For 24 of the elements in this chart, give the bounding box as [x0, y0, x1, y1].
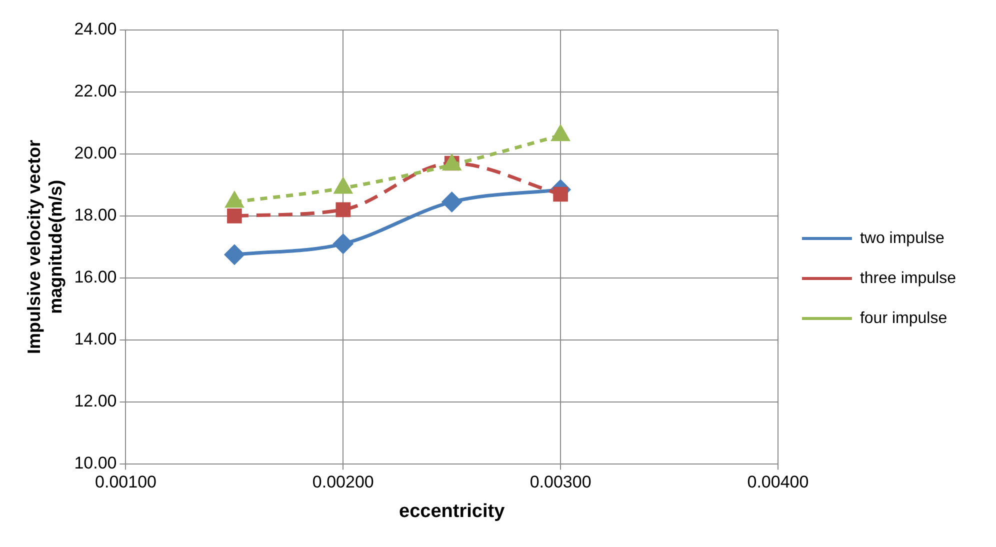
x-axis-title: eccentricity [399, 500, 506, 522]
y-tick-label: 18.00 [74, 206, 117, 225]
y-tick-label: 22.00 [74, 82, 117, 101]
y-tick-label: 12.00 [74, 392, 117, 411]
x-tick-label: 0.00100 [95, 472, 156, 492]
x-tick-label: 0.00400 [747, 472, 809, 492]
legend-label: two impulse [860, 230, 945, 247]
y-tick-label: 14.00 [74, 330, 117, 349]
point [333, 234, 353, 254]
legend-label: three impulse [860, 270, 956, 287]
point [552, 126, 570, 142]
point [224, 244, 244, 264]
y-tick-label: 16.00 [74, 268, 117, 287]
y-axis-title: Impulsive velocity vector magnitude(m/s) [24, 140, 66, 354]
point [227, 208, 242, 224]
point [336, 202, 351, 218]
y-tick-label: 10.00 [74, 453, 117, 472]
x-tick-label: 0.00300 [530, 472, 592, 492]
legend-label: four impulse [860, 310, 948, 327]
point [442, 192, 462, 212]
x-tick-label: 0.00200 [312, 472, 374, 492]
y-tick-label: 24.00 [74, 20, 117, 39]
point [553, 186, 568, 202]
y-tick-label: 20.00 [74, 144, 117, 163]
